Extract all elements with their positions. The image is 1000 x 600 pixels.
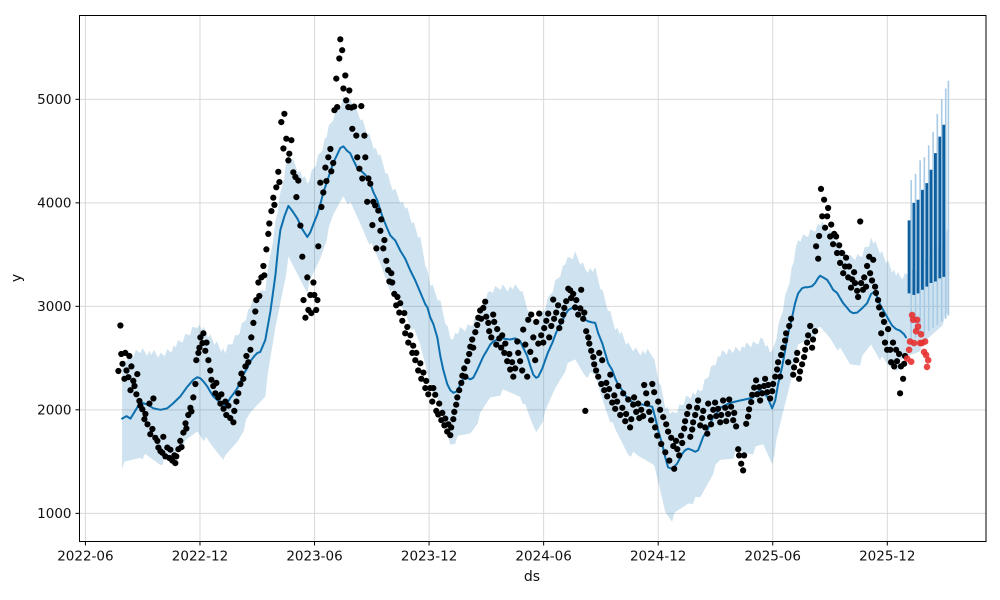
x-tick-label: 2023-06 xyxy=(286,549,342,565)
anomaly-points xyxy=(903,311,932,371)
x-tick-label: 2023-12 xyxy=(401,549,457,565)
x-axis-ticks: 2022-06 2022-12 2023-06 2023-12 2024-06 2024-… xyxy=(57,541,915,565)
y-tick-label: 2000 xyxy=(37,402,71,418)
grid xyxy=(79,15,986,542)
y-axis-ticks: 1000 2000 3000 4000 5000 xyxy=(37,92,80,522)
x-tick-label: 2022-12 xyxy=(172,549,228,565)
axes-frame xyxy=(79,15,987,542)
x-tick-label: 2022-06 xyxy=(57,549,113,565)
x-axis-label: ds xyxy=(524,569,540,585)
y-tick-label: 4000 xyxy=(37,195,71,211)
x-tick-label: 2024-12 xyxy=(630,549,686,565)
y-tick-label: 3000 xyxy=(37,299,71,315)
actual-points xyxy=(115,36,909,474)
uncertainty-band xyxy=(122,95,950,522)
y-tick-label: 5000 xyxy=(37,92,71,108)
future-forecast-bars xyxy=(907,124,946,295)
x-tick-label: 2025-12 xyxy=(859,549,915,565)
x-tick-label: 2024-06 xyxy=(515,549,571,565)
y-axis-label: y xyxy=(9,274,25,282)
x-tick-label: 2025-06 xyxy=(745,549,801,565)
y-tick-label: 1000 xyxy=(37,506,71,522)
